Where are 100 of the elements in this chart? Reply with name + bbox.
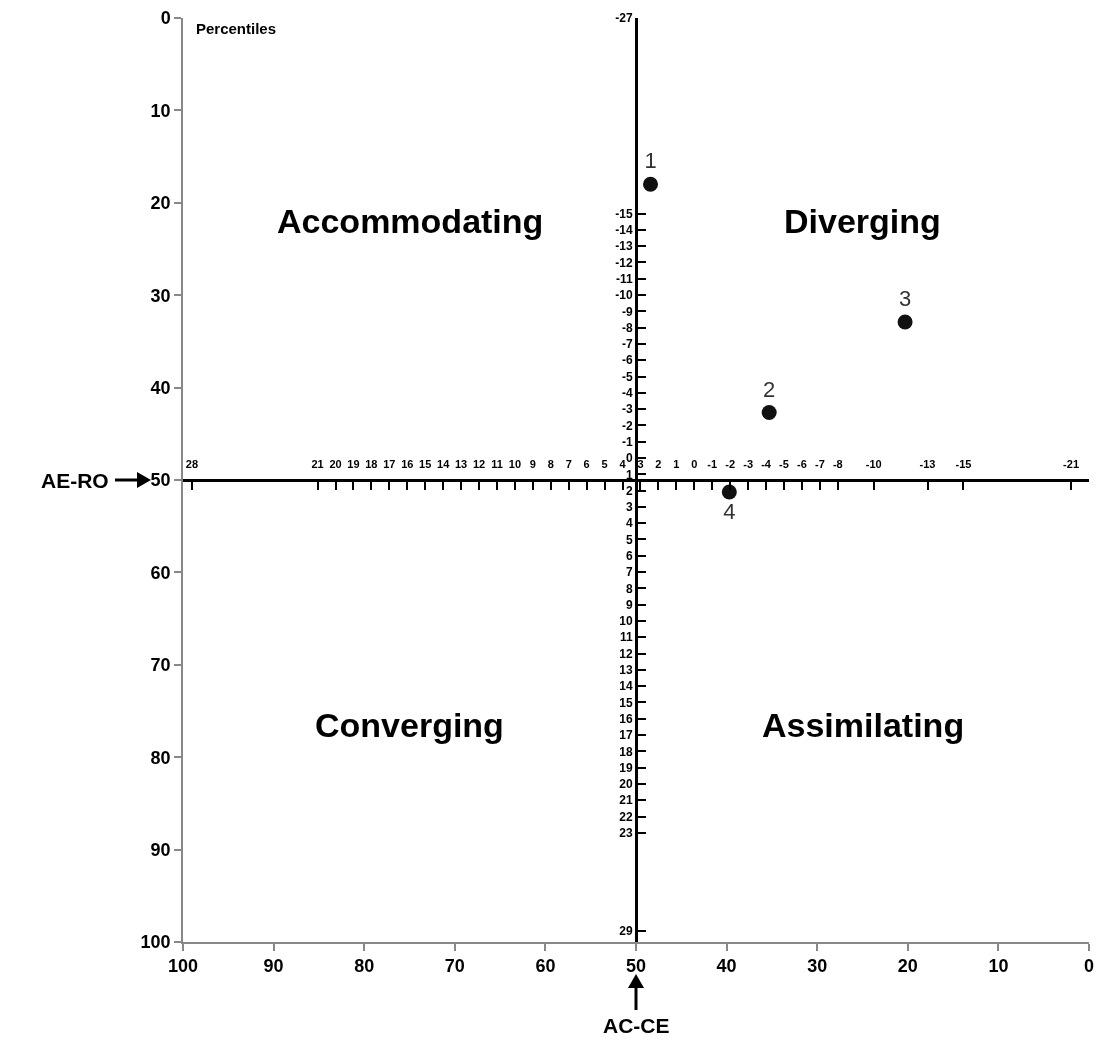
y2-tick-label: -13 <box>615 239 633 254</box>
y2-tick-label: 21 <box>619 793 633 808</box>
x2-tick-label: 9 <box>529 457 536 470</box>
y-tick-label: 80 <box>150 747 171 768</box>
series-label: 4 <box>723 498 736 524</box>
x-tick-label: 60 <box>535 956 556 977</box>
x2-tick-label: 5 <box>601 457 608 470</box>
x2-tick-label: -13 <box>919 457 936 470</box>
y-tick-label: 0 <box>160 8 171 29</box>
x2-tick-label: 17 <box>383 457 396 470</box>
series-label: 1 <box>644 148 657 174</box>
x-tick-label: 10 <box>988 956 1009 977</box>
x2-tick-label: 6 <box>583 457 590 470</box>
x2-tick-label: 18 <box>365 457 378 470</box>
point <box>643 176 658 192</box>
x-tick-label: 20 <box>897 956 918 977</box>
x-tick-label: 50 <box>625 956 647 977</box>
y2-tick-label: -12 <box>615 255 633 270</box>
x2-tick-label: 1 <box>673 457 680 470</box>
y-tick-label: 50 <box>150 470 171 491</box>
y2-tick-label: -6 <box>621 353 633 368</box>
x2-tick-label: 28 <box>185 457 199 470</box>
y2-tick-label: 23 <box>619 826 633 841</box>
x2-tick-label: 8 <box>547 457 554 470</box>
y2-tick-label: 17 <box>619 728 633 743</box>
x2-tick-label: 3 <box>637 457 644 470</box>
x2-tick-label: 13 <box>454 457 468 470</box>
x2-tick-label: 7 <box>565 457 572 470</box>
y-tick-label: 20 <box>150 193 171 214</box>
y-axis-title: AE-RO <box>41 469 109 492</box>
annotation: Accommodating <box>277 202 544 240</box>
x2-tick-label: -10 <box>865 457 882 470</box>
y2-tick-label: 8 <box>625 581 633 596</box>
x-tick-label: 70 <box>444 956 465 977</box>
x-tick-label: 40 <box>716 956 737 977</box>
y2-tick-label: 7 <box>625 565 633 580</box>
x-tick-label: 100 <box>167 956 199 977</box>
y2-tick-label: 16 <box>619 711 633 726</box>
x2-tick-label: 10 <box>508 457 522 470</box>
x2-tick-label: 20 <box>329 457 342 470</box>
x2-tick-label: -21 <box>1063 457 1080 470</box>
x2-tick-label: -5 <box>779 457 789 470</box>
y-tick-label: 10 <box>150 100 171 121</box>
y2-tick-label: 15 <box>619 695 633 710</box>
y2-tick-label: 11 <box>619 630 633 645</box>
annotation: Percentiles <box>196 20 277 37</box>
y-tick-label: 100 <box>140 932 171 953</box>
annotation: Diverging <box>784 202 941 240</box>
y2-tick-label: 9 <box>625 597 633 612</box>
x-tick-label: 0 <box>1083 956 1095 977</box>
y2-tick-label: -4 <box>621 386 633 401</box>
y2-tick-label: -1 <box>621 434 633 449</box>
y2-tick-label: 4 <box>625 516 633 531</box>
y2-tick-label: -8 <box>621 320 633 335</box>
x2-tick-label: -4 <box>761 457 772 470</box>
x-tick-label: 80 <box>354 956 375 977</box>
point <box>721 484 737 500</box>
x2-tick-label: -15 <box>955 457 972 470</box>
y2-tick-label: -11 <box>615 271 633 286</box>
annotation: Converging <box>315 706 504 744</box>
y2-tick-label: -15 <box>615 206 633 221</box>
y2-tick-label: 12 <box>619 646 633 661</box>
y2-tick-label: 5 <box>625 532 633 547</box>
y2-tick-label: -7 <box>621 337 633 352</box>
x2-tick-label: -7 <box>815 457 825 470</box>
series-label: 3 <box>898 286 912 312</box>
y2-tick-label: -5 <box>621 369 633 384</box>
x2-tick-label: 2 <box>655 457 662 470</box>
x-tick-label: 90 <box>263 956 284 977</box>
series-label: 2 <box>763 376 776 402</box>
x2-tick-label: 4 <box>619 457 627 470</box>
annotation: Assimilating <box>762 706 965 744</box>
y2-tick-label: 1 <box>625 467 633 482</box>
y2-tick-label: -14 <box>615 223 633 238</box>
y2-tick-label: -27 <box>615 11 633 26</box>
point <box>897 314 913 330</box>
y2-tick-label: 19 <box>619 760 633 775</box>
y-tick-label: 90 <box>150 839 171 860</box>
x2-tick-label: -8 <box>832 457 843 470</box>
y2-tick-label: 18 <box>619 744 633 759</box>
x2-tick-label: 11 <box>491 457 503 470</box>
x2-tick-label: 21 <box>311 457 324 470</box>
x2-tick-label: 12 <box>472 457 486 470</box>
x2-tick-label: 15 <box>419 457 432 470</box>
y2-tick-label: 2 <box>625 483 633 498</box>
y2-tick-label: 22 <box>619 809 633 824</box>
y-tick-label: 70 <box>150 655 171 676</box>
x2-tick-label: 19 <box>347 457 360 470</box>
x2-tick-label: 0 <box>691 457 698 470</box>
y2-tick-label: 6 <box>625 548 633 563</box>
x2-tick-label: -1 <box>707 457 718 470</box>
y2-tick-label: 13 <box>619 663 633 678</box>
y2-tick-label: 29 <box>619 923 633 938</box>
x2-tick-label: -2 <box>725 457 736 470</box>
y2-tick-label: 20 <box>619 777 633 792</box>
y-tick-label: 60 <box>150 562 171 583</box>
y2-tick-label: 3 <box>625 500 633 515</box>
x2-tick-label: -6 <box>797 457 807 470</box>
y2-tick-label: -2 <box>621 418 633 433</box>
x-tick-label: 30 <box>807 956 828 977</box>
